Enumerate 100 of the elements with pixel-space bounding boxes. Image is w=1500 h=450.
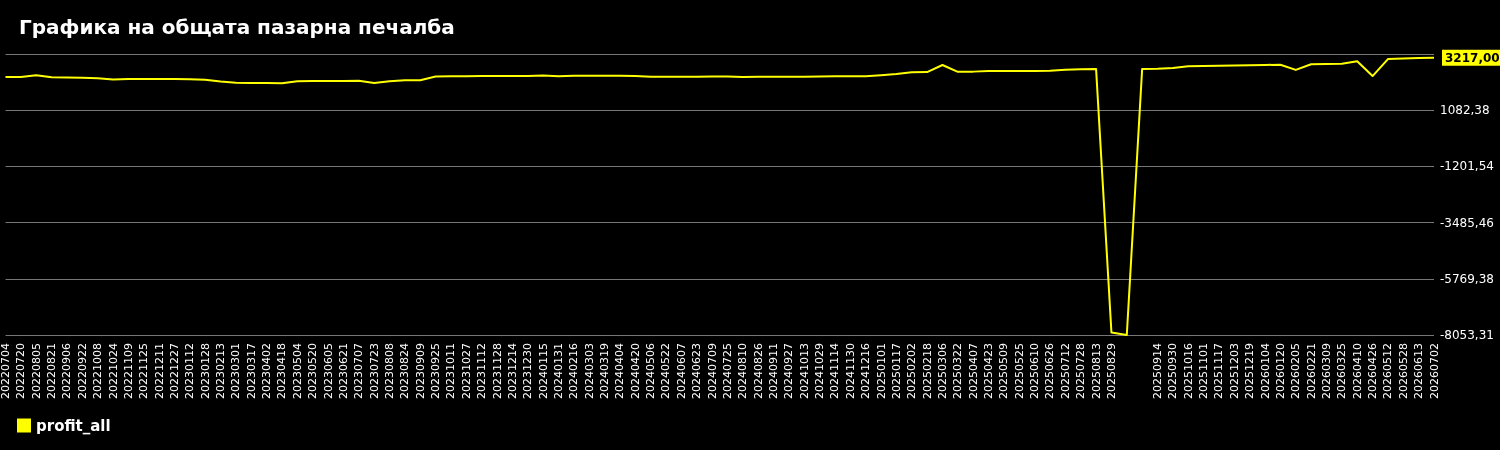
x-tick-label: 20250525	[1012, 343, 1026, 399]
x-tick-label: 20221227	[167, 343, 181, 399]
x-tick-label: 20250813	[1089, 343, 1103, 399]
x-tick-label: 20241029	[813, 343, 827, 399]
x-tick-label: 20230402	[260, 343, 274, 399]
x-tick-label: 20250626	[1043, 343, 1057, 399]
text: 3217,00	[1445, 50, 1500, 65]
x-tick-label: 20230707	[352, 343, 366, 399]
x-tick-label: 20240522	[659, 343, 673, 399]
x-tick-label: 20230723	[367, 343, 381, 399]
x-tick-label: 20240623	[690, 343, 704, 399]
x-tick-label: 20240131	[551, 343, 565, 399]
x-tick-label: 20231214	[505, 343, 519, 399]
x-tick-label: 20250712	[1058, 343, 1072, 399]
x-tick-label: 20230605	[321, 343, 335, 399]
x-tick-label: 20240404	[613, 343, 627, 399]
x-tick-label: 20220704	[0, 343, 12, 399]
x-tick-label: 20240725	[720, 343, 734, 399]
x-tick-label: 20260702	[1427, 343, 1441, 399]
x-tick-label: 20230301	[229, 343, 243, 399]
x-tick-label: 20240607	[674, 343, 688, 399]
x-tick-label: 20220922	[75, 343, 89, 399]
x-tick-label: 20230621	[336, 343, 350, 399]
line-series	[4, 56, 1435, 336]
x-tick-label: 20240810	[736, 343, 750, 399]
x-tick-label: 20250306	[935, 343, 949, 399]
x-tick-label: 20251101	[1197, 343, 1211, 399]
x-tick-label: 20230504	[290, 343, 304, 399]
x-tick-label: 20250728	[1074, 343, 1088, 399]
x-tick-label: 20250218	[920, 343, 934, 399]
x-tick-label: 20241216	[859, 343, 873, 399]
x-tick-label: 20241013	[797, 343, 811, 399]
x-tick-label: 20250407	[966, 343, 980, 399]
x-tick-label: 20231027	[459, 343, 473, 399]
x-tick-label: 20220821	[45, 343, 59, 399]
x-tick-label: 20251016	[1181, 343, 1195, 399]
y-tick-label: -5769,38	[1440, 271, 1494, 286]
legend-label: profit_all	[36, 416, 111, 435]
x-tick-label: 20230808	[383, 343, 397, 399]
x-tick-label: 20251219	[1243, 343, 1257, 399]
x-tick-label: 20230520	[306, 343, 320, 399]
y-tick-label: 1082,38	[1440, 103, 1490, 118]
x-tick-label: 20230909	[413, 343, 427, 399]
x-tick-label: 20230112	[183, 343, 197, 399]
x-tick-label: 20240911	[767, 343, 781, 399]
x-tick-label: 20221024	[106, 343, 120, 399]
x-tick-label: 20221125	[137, 343, 151, 399]
x-tick-label: 20260325	[1335, 343, 1349, 399]
x-tick-label: 20260426	[1366, 343, 1380, 399]
x-tick-label: 20260120	[1273, 343, 1287, 399]
y-tick-label: -3485,46	[1440, 215, 1494, 230]
x-tick-label: 20240216	[567, 343, 581, 399]
x-tick-label: 20250322	[951, 343, 965, 399]
x-tick-label: 20260410	[1350, 343, 1364, 399]
x-tick-label: 20260221	[1304, 343, 1318, 399]
x-tick-label: 20250829	[1104, 343, 1118, 399]
x-tick-label: 20250914	[1151, 343, 1165, 399]
x-tick-label: 20230925	[429, 343, 443, 399]
x-tick-label: 20240709	[705, 343, 719, 399]
x-tick-label: 20221008	[91, 343, 105, 399]
x-tick-label: 20240927	[782, 343, 796, 399]
x-tick-label: 20231230	[521, 343, 535, 399]
x-tick-label: 20251203	[1227, 343, 1241, 399]
x-tick-label: 20240826	[751, 343, 765, 399]
x-tick-label: 20260309	[1319, 343, 1333, 399]
x-tick-label: 20241130	[843, 343, 857, 399]
x-tick-label: 20240115	[536, 343, 550, 399]
x-tick-label: 20240506	[644, 343, 658, 399]
chart-title: Графика на общата пазарна печалба	[19, 15, 455, 39]
x-tick-label: 20260205	[1289, 343, 1303, 399]
x-tick-label: 20250610	[1028, 343, 1042, 399]
x-tick-label: 20260104	[1258, 343, 1272, 399]
x-tick-label: 20250101	[874, 343, 888, 399]
x-tick-label: 20230317	[244, 343, 258, 399]
x-tick-label: 20240319	[598, 343, 612, 399]
x-tick-label: 20260512	[1381, 343, 1395, 399]
x-tick-label: 20230418	[275, 343, 289, 399]
x-tick-label: 20251117	[1212, 343, 1226, 399]
x-tick-label: 20220720	[14, 343, 28, 399]
x-tick-label: 20241114	[828, 343, 842, 399]
x-tick-label: 20230824	[398, 343, 412, 399]
y-tick-label: -8053,31	[1440, 328, 1494, 342]
x-tick-label: 20230213	[214, 343, 228, 399]
x-tick-label: 20231128	[490, 343, 504, 399]
x-tick-label: 20240303	[582, 343, 596, 399]
x-tick-label: 20240420	[628, 343, 642, 399]
y-tick-label: -1201,54	[1440, 159, 1494, 174]
x-tick-label: 20221109	[121, 343, 135, 399]
x-tick-label: 20250509	[997, 343, 1011, 399]
x-tick-label: 20250117	[889, 343, 903, 399]
x-tick-label: 20260528	[1396, 343, 1410, 399]
x-tick-label: 20260613	[1412, 343, 1426, 399]
x-tick-label: 20250930	[1166, 343, 1180, 399]
x-tick-label: 20231011	[444, 343, 458, 399]
x-tick-label: 20231112	[475, 343, 489, 399]
x-tick-label: 20250202	[905, 343, 919, 399]
x-tick-label: 20220805	[29, 343, 43, 399]
x-tick-label: 20250423	[982, 343, 996, 399]
x-tick-label: 20221211	[152, 343, 166, 399]
x-tick-label: 20220906	[60, 343, 74, 399]
